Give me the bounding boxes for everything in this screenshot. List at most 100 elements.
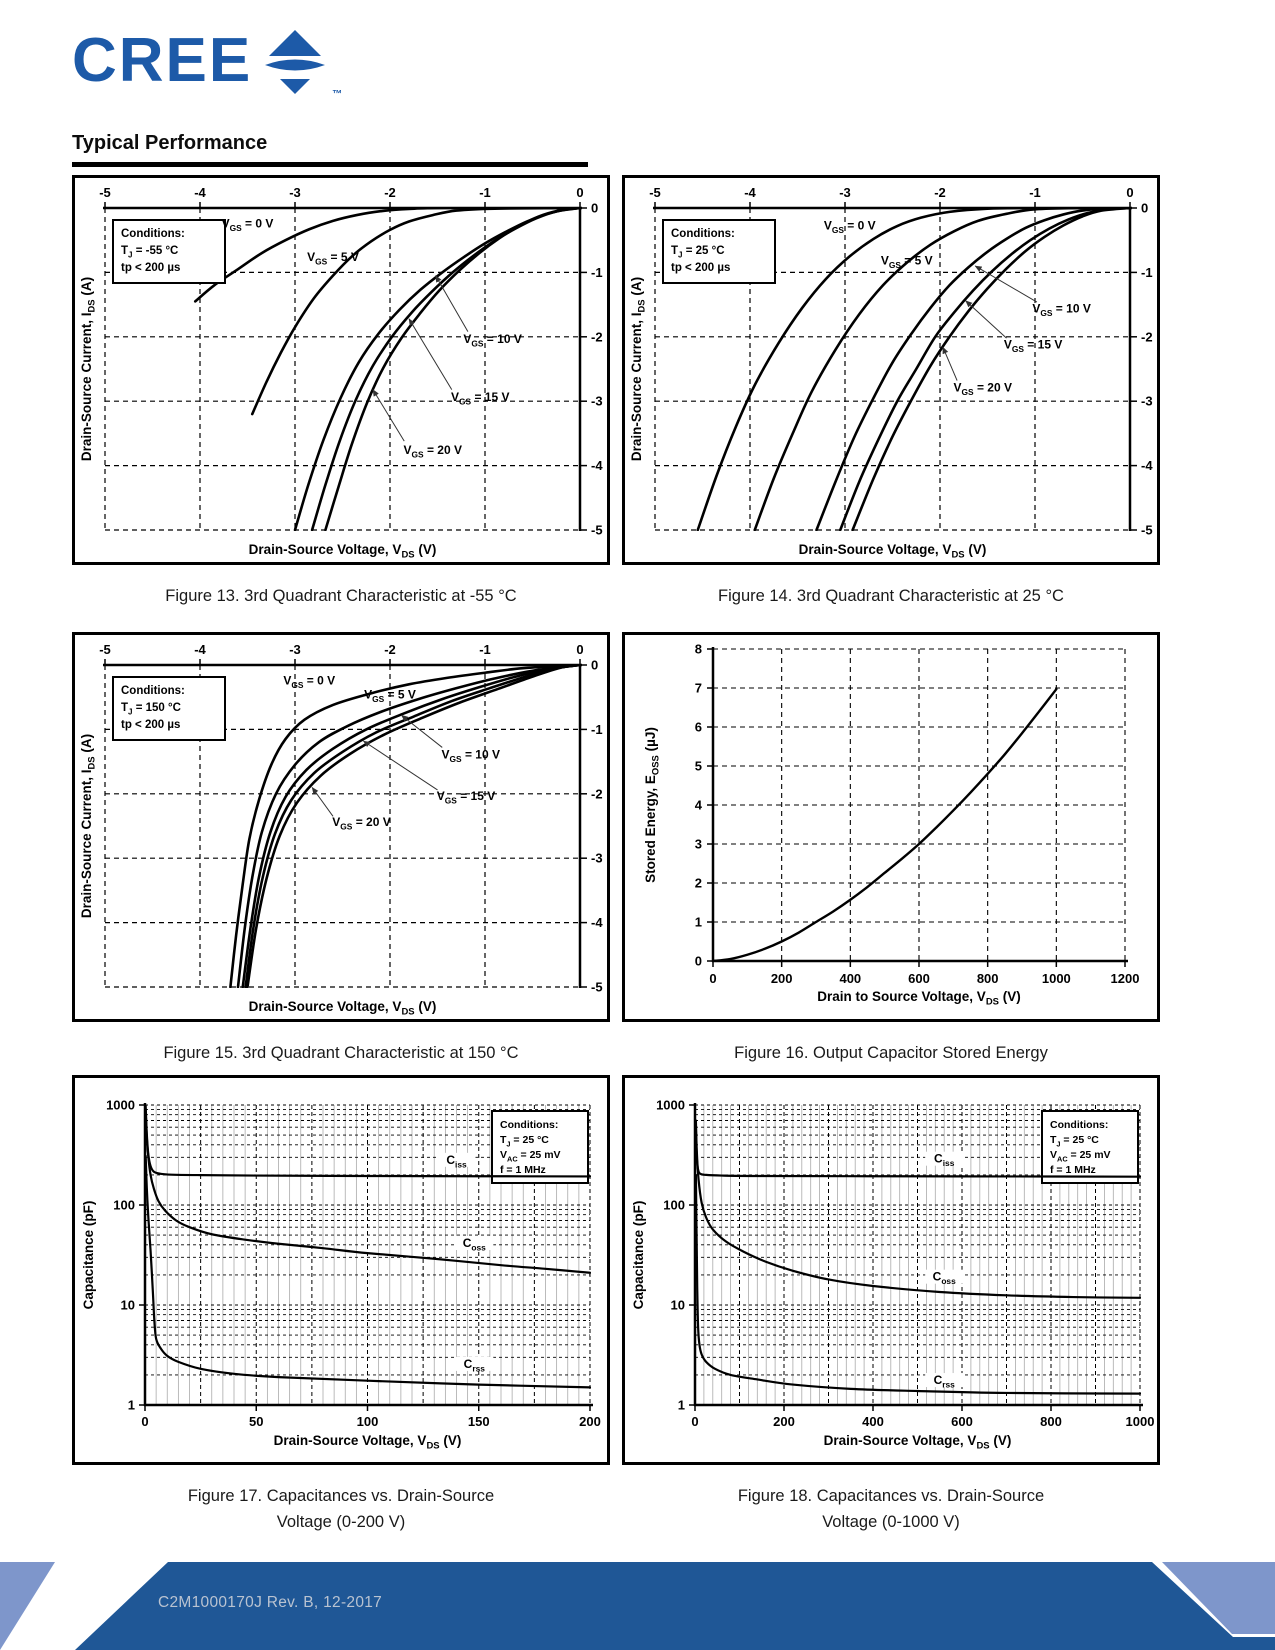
- caption-line1: Figure 16. Output Capacitor Stored Energ…: [734, 1044, 1048, 1062]
- svg-text:VGS = 15 V: VGS = 15 V: [451, 390, 510, 407]
- figure-15-frame: -5 -4 -3 -2 -1 0 0 -1 -2 -3 -4 -5 Conditions: TJ = 15…: [72, 632, 610, 1022]
- svg-text:Drain-Source Voltage, VDS (V): Drain-Source Voltage, VDS (V): [249, 542, 437, 561]
- svg-text:400: 400: [862, 1414, 884, 1429]
- svg-text:Crss: Crss: [934, 1373, 956, 1390]
- svg-text:Drain-Source Current, IDS (A): Drain-Source Current, IDS (A): [79, 277, 98, 461]
- figure-17-chart: 1 10 100 1000 0 50 100 150 200 Conditions: TJ = 25…: [81, 1098, 601, 1452]
- svg-text:Capacitance (pF): Capacitance (pF): [81, 1201, 96, 1310]
- svg-text:400: 400: [839, 971, 861, 986]
- svg-text:1: 1: [678, 1398, 685, 1413]
- svg-text:-4: -4: [591, 915, 603, 930]
- svg-text:-5: -5: [591, 980, 603, 995]
- svg-text:600: 600: [951, 1414, 973, 1429]
- figure-17-caption: Figure 17. Capacitances vs. Drain-Source…: [72, 1483, 610, 1535]
- svg-text:-1: -1: [479, 642, 491, 657]
- caption-line2: Voltage (0-200 V): [276, 1513, 406, 1531]
- cree-logo-mark-icon: [265, 30, 326, 94]
- svg-text:100: 100: [663, 1198, 685, 1213]
- svg-text:-1: -1: [591, 265, 603, 280]
- svg-text:10: 10: [671, 1298, 685, 1313]
- svg-text:Conditions:: Conditions:: [121, 228, 185, 240]
- figure-14-panel: -5 -4 -3 -2 -1 0 0 -1 -2 -3 -4 -5 Conditions: TJ = 25…: [622, 175, 1160, 609]
- svg-text:VGS = 5 V: VGS = 5 V: [364, 687, 416, 704]
- section-title: Typical Performance: [72, 132, 268, 154]
- svg-text:f = 1 MHz: f = 1 MHz: [1050, 1164, 1096, 1176]
- svg-text:VAC = 25 mV: VAC = 25 mV: [1050, 1149, 1111, 1164]
- svg-text:-4: -4: [194, 185, 206, 200]
- svg-text:VGS = 0 V: VGS = 0 V: [283, 673, 335, 690]
- svg-text:Coss: Coss: [463, 1236, 486, 1253]
- svg-text:-2: -2: [591, 786, 603, 801]
- figure-18-frame: 1 10 100 1000 0 200 400 600 800 1000 Conditions: TJ…: [622, 1075, 1160, 1465]
- page-header: CREE ™ Typical Performance: [72, 26, 588, 167]
- svg-text:Drain-Source Current, IDS (A): Drain-Source Current, IDS (A): [79, 734, 98, 918]
- svg-text:Ciss: Ciss: [446, 1153, 467, 1170]
- svg-text:-5: -5: [591, 523, 603, 538]
- svg-text:Drain-Source Voltage, VDS (V): Drain-Source Voltage, VDS (V): [274, 1433, 462, 1452]
- svg-text:6: 6: [695, 720, 702, 735]
- svg-text:-5: -5: [99, 185, 111, 200]
- svg-text:10: 10: [121, 1298, 135, 1313]
- svg-text:VGS = 5 V: VGS = 5 V: [307, 250, 359, 266]
- svg-text:-1: -1: [1029, 185, 1041, 200]
- svg-text:-1: -1: [479, 185, 491, 200]
- svg-text:1200: 1200: [1111, 971, 1140, 986]
- page-footer: 5 C2M1000170J Rev. B, 12-2017: [0, 1562, 1275, 1650]
- svg-text:5: 5: [695, 759, 702, 774]
- svg-text:100: 100: [357, 1414, 379, 1429]
- svg-text:Conditions:: Conditions:: [671, 228, 735, 240]
- svg-text:-5: -5: [99, 642, 111, 657]
- svg-text:0: 0: [591, 201, 598, 216]
- svg-text:Coss: Coss: [933, 1270, 956, 1287]
- svg-text:-4: -4: [744, 185, 756, 200]
- svg-text:-5: -5: [649, 185, 661, 200]
- svg-text:VGS = 15 V: VGS = 15 V: [437, 789, 496, 806]
- svg-text:3: 3: [695, 837, 702, 852]
- caption-line1: Figure 14. 3rd Quadrant Characteristic a…: [718, 587, 1064, 605]
- caption-line1: Figure 18. Capacitances vs. Drain-Source: [737, 1487, 1045, 1505]
- figure-15-caption: Figure 15. 3rd Quadrant Characteristic a…: [72, 1040, 610, 1066]
- caption-line1: Figure 15. 3rd Quadrant Characteristic a…: [163, 1044, 519, 1062]
- svg-text:TJ = 25 °C: TJ = 25 °C: [500, 1134, 549, 1149]
- figure-14-chart: -5 -4 -3 -2 -1 00 -1 -2 -3 -4 -5 Conditions: TJ = 25…: [629, 185, 1153, 561]
- svg-text:-2: -2: [591, 329, 603, 344]
- section-title-rule: [72, 162, 588, 167]
- svg-text:0: 0: [691, 1414, 698, 1429]
- figure-16-frame: 0 1 2 3 4 5 6 7 8 0 200 400 600 800 1000 1200 Drain to S…: [622, 632, 1160, 1022]
- svg-text:1000: 1000: [1042, 971, 1071, 986]
- svg-text:-4: -4: [194, 642, 206, 657]
- svg-text:150: 150: [468, 1414, 490, 1429]
- svg-text:1000: 1000: [656, 1098, 685, 1113]
- svg-text:600: 600: [908, 971, 930, 986]
- figure-17-panel: 1 10 100 1000 0 50 100 150 200 Conditions: TJ = 25…: [72, 1075, 610, 1535]
- svg-text:tp < 200 µs: tp < 200 µs: [121, 719, 180, 731]
- svg-text:-3: -3: [289, 642, 301, 657]
- svg-text:-2: -2: [1141, 329, 1153, 344]
- svg-text:Drain-Source Current, IDS (A): Drain-Source Current, IDS (A): [629, 277, 648, 461]
- svg-text:0: 0: [695, 954, 702, 969]
- svg-text:VGS = 10 V: VGS = 10 V: [442, 747, 501, 764]
- svg-text:0: 0: [141, 1414, 148, 1429]
- svg-text:1: 1: [128, 1398, 135, 1413]
- svg-text:1000: 1000: [1126, 1414, 1155, 1429]
- svg-text:1000: 1000: [106, 1098, 135, 1113]
- svg-text:VGS = 5 V: VGS = 5 V: [881, 254, 933, 271]
- svg-text:8: 8: [695, 642, 702, 657]
- svg-text:TJ = 25 °C: TJ = 25 °C: [1050, 1134, 1099, 1149]
- svg-text:Capacitance (pF): Capacitance (pF): [631, 1201, 646, 1310]
- svg-text:TJ = 25 °C: TJ = 25 °C: [671, 245, 725, 260]
- svg-text:50: 50: [249, 1414, 263, 1429]
- svg-text:Ciss: Ciss: [934, 1152, 955, 1169]
- figure-16-chart: 0 1 2 3 4 5 6 7 8 0 200 400 600 800 1000 1200 Drain to S…: [643, 642, 1140, 1008]
- svg-text:-3: -3: [591, 394, 603, 409]
- svg-text:-3: -3: [289, 185, 301, 200]
- cree-logo: CREE ™: [72, 26, 588, 110]
- svg-text:-3: -3: [591, 851, 603, 866]
- svg-text:1: 1: [695, 915, 702, 930]
- svg-text:0: 0: [576, 642, 583, 657]
- figure-14-frame: -5 -4 -3 -2 -1 0 0 -1 -2 -3 -4 -5 Conditions: TJ = 25…: [622, 175, 1160, 565]
- svg-text:tp < 200 µs: tp < 200 µs: [121, 262, 180, 274]
- svg-text:800: 800: [977, 971, 999, 986]
- svg-text:-1: -1: [591, 722, 603, 737]
- svg-text:Drain to Source Voltage, VDS (: Drain to Source Voltage, VDS (V): [817, 989, 1020, 1008]
